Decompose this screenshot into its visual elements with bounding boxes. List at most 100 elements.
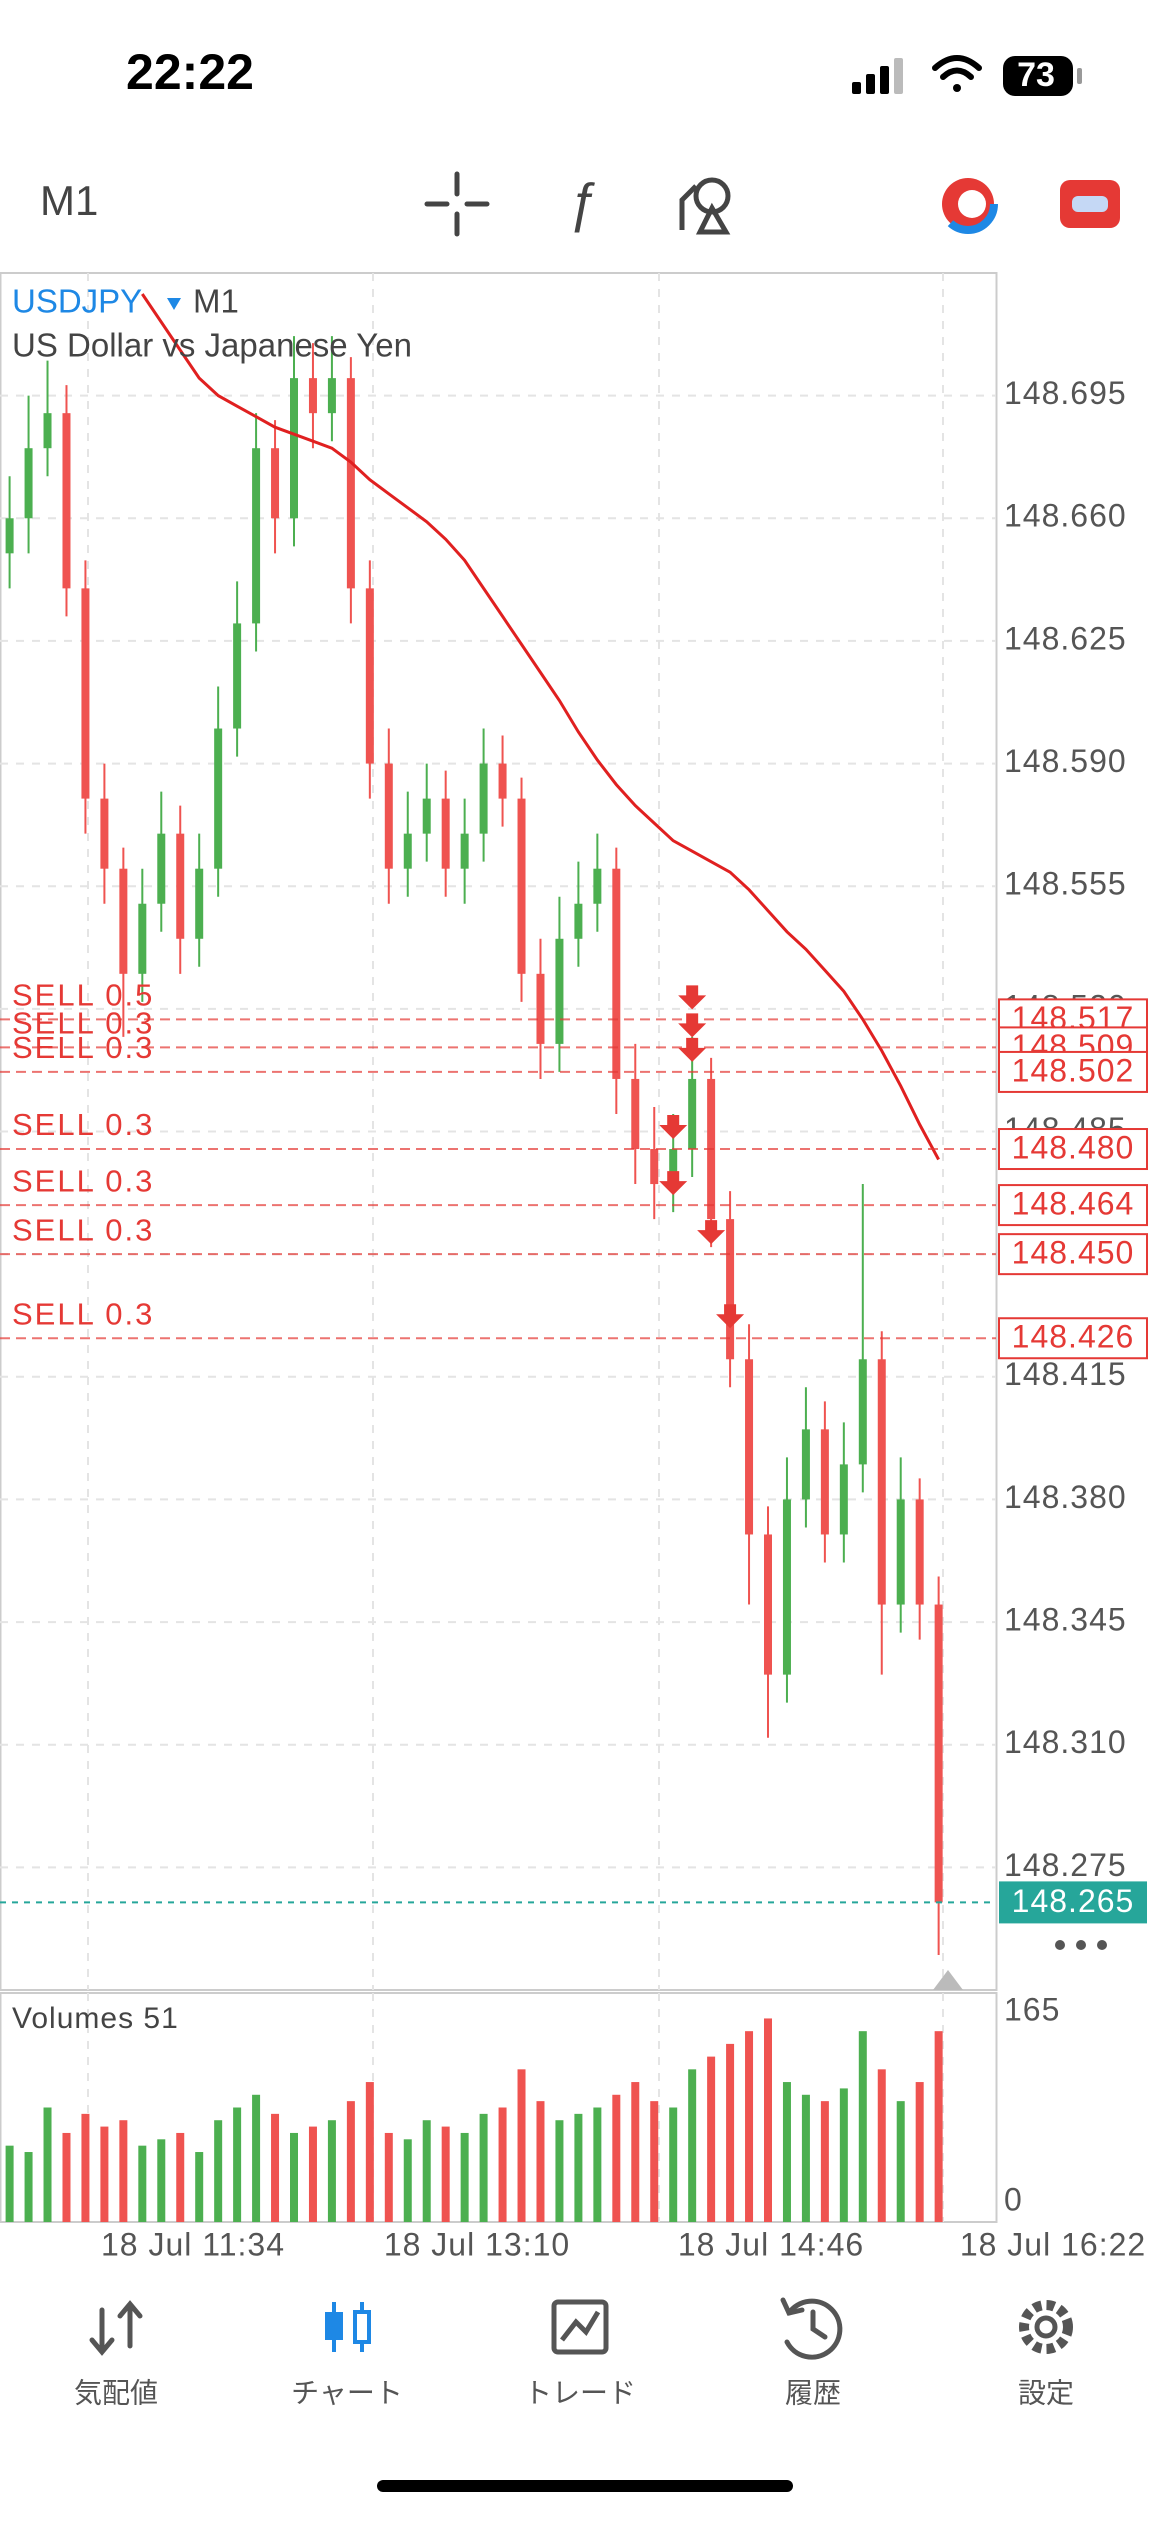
candle-body: [669, 1149, 678, 1185]
trade-button[interactable]: [1060, 180, 1120, 228]
tab-label[interactable]: 気配値: [74, 2377, 158, 2408]
y-tick-label: 148.380: [1004, 1479, 1127, 1515]
price-tag-label: 148.480: [1012, 1129, 1135, 1165]
price-tag: [998, 1317, 1148, 1360]
price-tag-label: 148.502: [1012, 1052, 1135, 1088]
tab-quotes-icon[interactable]: [89, 2300, 143, 2356]
volume-bar: [24, 2152, 33, 2222]
toolbar-timeframe[interactable]: M1: [40, 177, 98, 224]
volume-bar: [555, 2120, 564, 2222]
volume-bar: [346, 2101, 355, 2222]
tab-label[interactable]: 履歴: [785, 2377, 841, 2408]
moving-average: [141, 293, 940, 1161]
price-tag-label: 148.464: [1012, 1186, 1135, 1222]
x-tick-label: 18 Jul 14:46: [678, 2226, 864, 2262]
candle-body: [441, 798, 450, 869]
candle-body: [839, 1464, 848, 1535]
symbol[interactable]: USDJPY: [12, 283, 142, 320]
volume-bar: [214, 2120, 223, 2222]
volume-bar: [612, 2094, 621, 2222]
chart: 148.695 148.660 148.625 148.590 148.555 148.5…: [0, 273, 1148, 2262]
volume-bar: [384, 2132, 393, 2222]
volume-bar: [877, 2069, 886, 2222]
tab-label[interactable]: チャート: [291, 2377, 403, 2408]
volume-bar: [839, 2088, 848, 2222]
scroll-marker[interactable]: [933, 1970, 963, 1990]
tab-trade-icon[interactable]: [551, 2299, 609, 2355]
candle-body: [479, 763, 488, 834]
volume-bar: [308, 2126, 317, 2222]
y-tick-label: 148.310: [1004, 1724, 1127, 1760]
candle-body: [593, 868, 602, 904]
indicator-button[interactable]: ƒ: [567, 172, 597, 233]
candle-body: [271, 448, 280, 519]
candle-body: [726, 1219, 735, 1360]
tab-chart-icon[interactable]: [325, 2302, 371, 2352]
candle-body: [555, 938, 564, 1044]
candle-body: [119, 868, 128, 974]
volume-bar: [138, 2145, 147, 2222]
volume-bar: [915, 2082, 924, 2222]
volume-bar: [422, 2120, 431, 2222]
x-tick-label: 18 Jul 16:22: [960, 2226, 1146, 2262]
candle-body: [877, 1359, 886, 1605]
home-indicator: [377, 2480, 793, 2492]
objects-button[interactable]: [679, 177, 731, 235]
tab-history-icon[interactable]: [780, 2297, 843, 2360]
battery-cap: [1077, 68, 1082, 84]
volume-bar: [574, 2113, 583, 2222]
signal-icon: [852, 58, 903, 94]
y-tick-label: 148.415: [1004, 1356, 1127, 1392]
volume-bar: [195, 2152, 204, 2222]
sell-arrow: [678, 985, 707, 1010]
volume-bar: [233, 2107, 242, 2222]
tab-label[interactable]: トレード: [524, 2377, 636, 2408]
candle-body: [308, 378, 317, 414]
order-label: SELL 0.3: [12, 1212, 154, 1247]
candle-body: [460, 833, 469, 869]
crosshair-button[interactable]: [424, 171, 490, 237]
status-time: 22:22: [126, 44, 254, 100]
volume-bar: [43, 2107, 52, 2222]
battery: [1003, 56, 1073, 96]
candle-body: [574, 903, 583, 939]
candle-body: [81, 588, 90, 799]
volume-bar: [290, 2132, 298, 2222]
volume-bar: [631, 2082, 640, 2222]
volume-bar: [707, 2056, 716, 2222]
account-button[interactable]: [938, 174, 998, 234]
volume-bar: [62, 2132, 71, 2222]
volume-frame: [0, 1992, 998, 2223]
candle-body: [820, 1429, 829, 1535]
candle-body: [233, 623, 242, 729]
volume-bar: [5, 2145, 14, 2222]
tab-settings-icon[interactable]: [1019, 2300, 1073, 2354]
candle-body: [24, 448, 33, 519]
y-tick-label: 148.275: [1004, 1847, 1127, 1883]
candle-body: [422, 798, 431, 834]
volume-tick-label: 0: [1004, 2181, 1023, 2217]
volume-bar: [593, 2107, 602, 2222]
order-label: SELL 0.3: [12, 1163, 154, 1198]
candle-body: [157, 833, 166, 904]
volume-bar: [764, 2018, 772, 2222]
chart-timeframe: M1: [193, 283, 239, 320]
candle-body: [384, 763, 393, 869]
order-label: SELL 0.3: [12, 1107, 154, 1142]
candle-body: [327, 378, 336, 414]
price-tag-label: 148.426: [1012, 1319, 1135, 1355]
price-tag: [998, 1184, 1148, 1227]
volume-bar: [441, 2126, 450, 2222]
volume-bar: [176, 2132, 185, 2222]
symbol-dropdown[interactable]: [167, 298, 181, 310]
tab-label[interactable]: 設定: [1018, 2377, 1074, 2408]
volume-bar: [688, 2069, 697, 2222]
bid-tag: [999, 1881, 1147, 1924]
volume-bar: [782, 2082, 791, 2222]
more-icon[interactable]: [1055, 1940, 1107, 1950]
sell-arrow: [678, 1037, 707, 1062]
volume-bar: [745, 2031, 754, 2222]
volume-bar: [119, 2120, 128, 2222]
